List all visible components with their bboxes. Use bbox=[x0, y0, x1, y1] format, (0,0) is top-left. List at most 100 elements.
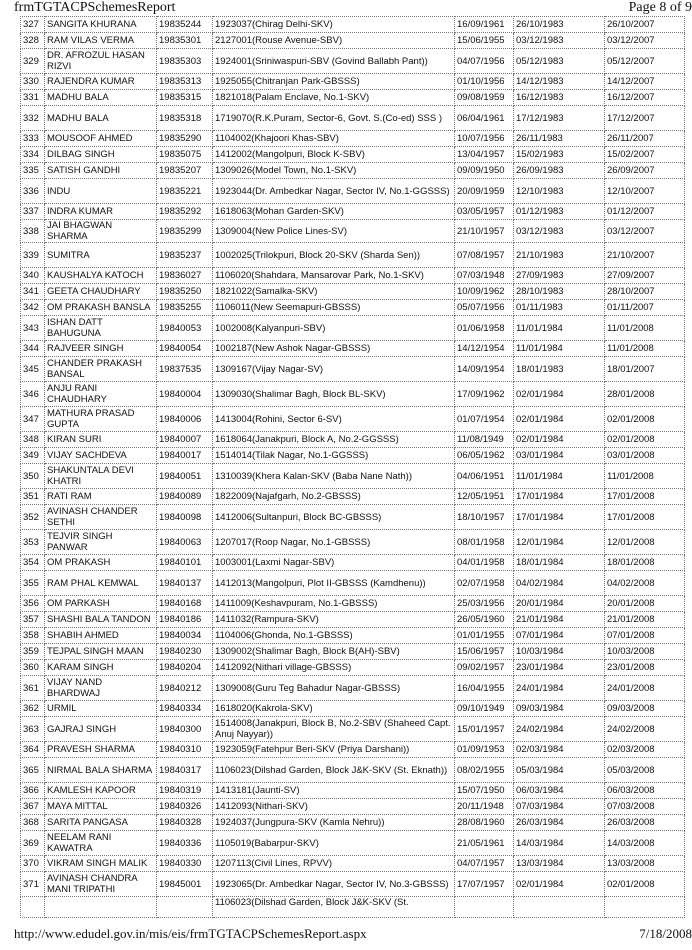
cell-date-of-birth: 13/04/1957 bbox=[454, 146, 514, 163]
cell-date-of-birth: 15/06/1957 bbox=[454, 643, 514, 660]
cell-serial-no: 337 bbox=[20, 203, 45, 220]
cell-employee-id: 19840004 bbox=[156, 381, 213, 407]
cell-teacher-name: OM PARKASH bbox=[44, 595, 157, 612]
cell-acp-date: 02/01/2008 bbox=[604, 431, 685, 448]
table-row: 345 CHANDER PRAKASH BANSAL 19837535 1309167… bbox=[20, 356, 685, 382]
cell-teacher-name: VIKRAM SINGH MALIK bbox=[44, 855, 157, 872]
cell-acp-date: 17/01/2008 bbox=[604, 488, 685, 505]
cell-date-of-birth: 04/01/1958 bbox=[454, 554, 514, 571]
cell-employee-id: 19840230 bbox=[156, 643, 213, 660]
cell-school: 1412013(Mangolpuri, Plot II-GBSSS (Kamdh… bbox=[212, 570, 455, 596]
cell-serial-no: 359 bbox=[20, 643, 45, 660]
cell-serial-no: 357 bbox=[20, 611, 45, 628]
cell-date-of-birth: 07/08/1957 bbox=[454, 242, 514, 268]
cell-acp-date: 14/12/2007 bbox=[604, 73, 685, 90]
table-row: 340 KAUSHALYA KATOCH 19836027 1106020(Shahd… bbox=[20, 267, 685, 284]
cell-employee-id: 19835237 bbox=[156, 242, 213, 268]
table-row: 365 NIRMAL BALA SHARMA 19840317 1106023(Dil… bbox=[20, 757, 685, 783]
cell-date-of-joining: 09/03/1984 bbox=[513, 700, 605, 717]
cell-school: 1106023(Dilshad Garden, Block J&K-SKV (S… bbox=[212, 896, 455, 918]
cell-date-of-joining: 17/01/1984 bbox=[513, 504, 605, 530]
cell-teacher-name: MATHURA PRASAD GUPTA bbox=[44, 406, 157, 432]
table-row: 336 INDU 19835221 1923044(Dr. Ambedkar Naga… bbox=[20, 178, 685, 204]
cell-acp-date: 26/03/2008 bbox=[604, 814, 685, 831]
cell-date-of-birth: 15/07/1950 bbox=[454, 782, 514, 799]
table-row: 353 TEJVIR SINGH PANWAR 19840063 1207017(Ro… bbox=[20, 529, 685, 555]
cell-employee-id: 19840137 bbox=[156, 570, 213, 596]
cell-date-of-joining: 05/12/1983 bbox=[513, 48, 605, 74]
table-row: 327 SANGITA KHURANA 19835244 1923037(Chirag… bbox=[20, 16, 685, 33]
table-row: 357 SHASHI BALA TANDON 19840186 1411032(Ram… bbox=[20, 611, 685, 628]
cell-date-of-birth: 02/07/1958 bbox=[454, 570, 514, 596]
cell-date-of-joining: 23/01/1984 bbox=[513, 659, 605, 676]
cell-employee-id: 19835301 bbox=[156, 32, 213, 49]
report-title: frmTGTACPSchemesReport bbox=[14, 0, 176, 15]
cell-date-of-joining: 21/10/1983 bbox=[513, 242, 605, 268]
cell-teacher-name: MADHU BALA bbox=[44, 89, 157, 106]
cell-serial-no: 353 bbox=[20, 529, 45, 555]
cell-date-of-joining: 10/03/1984 bbox=[513, 643, 605, 660]
cell-school: 1412002(Mangolpuri, Block K-SBV) bbox=[212, 146, 455, 163]
cell-acp-date: 17/01/2008 bbox=[604, 504, 685, 530]
cell-teacher-name: MADHU BALA bbox=[44, 105, 157, 131]
cell-serial-no bbox=[20, 896, 45, 918]
cell-school: 1207017(Roop Nagar, No.1-GBSSS) bbox=[212, 529, 455, 555]
cell-teacher-name: RAJENDRA KUMAR bbox=[44, 73, 157, 90]
cell-date-of-birth: 18/10/1957 bbox=[454, 504, 514, 530]
cell-teacher-name: RAM VILAS VERMA bbox=[44, 32, 157, 49]
cell-employee-id: 19835290 bbox=[156, 130, 213, 147]
cell-teacher-name: URMIL bbox=[44, 700, 157, 717]
cell-date-of-birth: 11/08/1949 bbox=[454, 431, 514, 448]
cell-teacher-name: SATISH GANDHI bbox=[44, 162, 157, 179]
cell-date-of-joining: 21/01/1984 bbox=[513, 611, 605, 628]
cell-employee-id: 19840204 bbox=[156, 659, 213, 676]
cell-date-of-birth: 01/06/1958 bbox=[454, 315, 514, 341]
cell-employee-id: 19840328 bbox=[156, 814, 213, 831]
cell-employee-id: 19835255 bbox=[156, 299, 213, 316]
cell-date-of-birth: 03/05/1957 bbox=[454, 203, 514, 220]
cell-serial-no: 335 bbox=[20, 162, 45, 179]
cell-acp-date: 02/03/2008 bbox=[604, 741, 685, 758]
cell-date-of-birth: 20/11/1948 bbox=[454, 798, 514, 815]
page-number: Page 8 of 9 bbox=[628, 0, 692, 15]
cell-serial-no: 361 bbox=[20, 675, 45, 701]
cell-date-of-joining: 03/12/1983 bbox=[513, 32, 605, 49]
cell-date-of-joining: 26/10/1983 bbox=[513, 16, 605, 33]
cell-date-of-birth: 12/05/1951 bbox=[454, 488, 514, 505]
cell-acp-date: 18/01/2007 bbox=[604, 356, 685, 382]
table-row: 361 VIJAY NAND BHARDWAJ 19840212 1309008(Gu… bbox=[20, 675, 685, 701]
cell-acp-date: 01/12/2007 bbox=[604, 203, 685, 220]
cell-serial-no: 345 bbox=[20, 356, 45, 382]
cell-serial-no: 350 bbox=[20, 463, 45, 489]
table-row: 347 MATHURA PRASAD GUPTA 19840006 1413004(R… bbox=[20, 406, 685, 432]
cell-teacher-name: GEETA CHAUDHARY bbox=[44, 283, 157, 300]
cell-acp-date: 24/02/2008 bbox=[604, 716, 685, 742]
cell-school: 1002187(New Ashok Nagar-GBSSS) bbox=[212, 340, 455, 357]
cell-teacher-name: TEJPAL SINGH MAAN bbox=[44, 643, 157, 660]
cell-acp-date: 24/01/2008 bbox=[604, 675, 685, 701]
cell-date-of-joining: 06/03/1984 bbox=[513, 782, 605, 799]
cell-school: 1104006(Ghonda, No.1-GBSSS) bbox=[212, 627, 455, 644]
cell-school: 1310039(Khera Kalan-SKV (Baba Nane Nath)… bbox=[212, 463, 455, 489]
cell-date-of-joining: 26/11/1983 bbox=[513, 130, 605, 147]
cell-acp-date: 15/02/2007 bbox=[604, 146, 685, 163]
cell-date-of-birth: 15/01/1957 bbox=[454, 716, 514, 742]
cell-employee-id: 19840098 bbox=[156, 504, 213, 530]
table-row: 342 OM PRAKASH BANSLA 19835255 1106011(New … bbox=[20, 299, 685, 316]
cell-date-of-joining: 12/01/1984 bbox=[513, 529, 605, 555]
cell-teacher-name: DR. AFROZUL HASAN RIZVI bbox=[44, 48, 157, 74]
cell-date-of-birth: 01/01/1955 bbox=[454, 627, 514, 644]
cell-date-of-birth: 09/02/1957 bbox=[454, 659, 514, 676]
cell-acp-date: 01/11/2007 bbox=[604, 299, 685, 316]
cell-employee-id: 19840330 bbox=[156, 855, 213, 872]
cell-serial-no: 352 bbox=[20, 504, 45, 530]
cell-acp-date: 13/03/2008 bbox=[604, 855, 685, 872]
cell-acp-date: 28/10/2007 bbox=[604, 283, 685, 300]
cell-serial-no: 370 bbox=[20, 855, 45, 872]
cell-employee-id: 19840051 bbox=[156, 463, 213, 489]
cell-acp-date: 05/12/2007 bbox=[604, 48, 685, 74]
cell-employee-id: 19835313 bbox=[156, 73, 213, 90]
cell-serial-no: 348 bbox=[20, 431, 45, 448]
cell-school: 1924001(Sriniwaspuri-SBV (Govind Ballabh… bbox=[212, 48, 455, 74]
cell-date-of-joining: 02/01/1984 bbox=[513, 381, 605, 407]
